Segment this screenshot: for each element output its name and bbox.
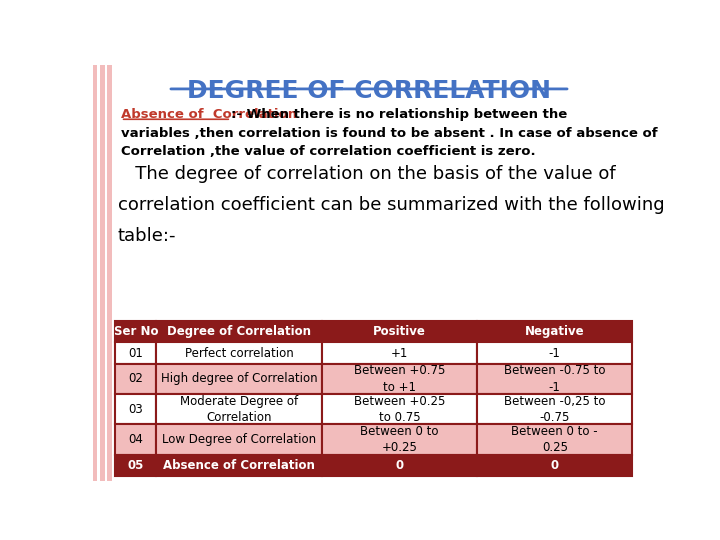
- Text: Between 0 to -
0.25: Between 0 to - 0.25: [511, 425, 598, 454]
- FancyBboxPatch shape: [477, 455, 632, 476]
- FancyBboxPatch shape: [115, 455, 156, 476]
- Text: 02: 02: [128, 373, 143, 386]
- Text: Between +0.25
to 0.75: Between +0.25 to 0.75: [354, 395, 445, 424]
- Text: High degree of Correlation: High degree of Correlation: [161, 373, 318, 386]
- Text: Perfect correlation: Perfect correlation: [185, 347, 294, 360]
- FancyBboxPatch shape: [156, 321, 322, 342]
- Text: Absence of Correlation: Absence of Correlation: [163, 459, 315, 472]
- FancyBboxPatch shape: [477, 394, 632, 424]
- FancyBboxPatch shape: [107, 65, 112, 481]
- Text: Degree of Correlation: Degree of Correlation: [167, 325, 311, 338]
- FancyBboxPatch shape: [322, 394, 477, 424]
- FancyBboxPatch shape: [156, 394, 322, 424]
- Text: -1: -1: [549, 347, 561, 360]
- Text: 0: 0: [551, 459, 559, 472]
- FancyBboxPatch shape: [322, 455, 477, 476]
- Text: Absence of  Correlation: Absence of Correlation: [121, 109, 302, 122]
- Text: variables ,then correlation is found to be absent . In case of absence of: variables ,then correlation is found to …: [121, 127, 657, 140]
- FancyBboxPatch shape: [322, 424, 477, 455]
- Text: 05: 05: [127, 459, 144, 472]
- FancyBboxPatch shape: [477, 321, 632, 342]
- Text: Moderate Degree of
Correlation: Moderate Degree of Correlation: [180, 395, 298, 424]
- FancyBboxPatch shape: [115, 394, 156, 424]
- Text: Negative: Negative: [525, 325, 585, 338]
- Text: Low Degree of Correlation: Low Degree of Correlation: [162, 433, 316, 446]
- FancyBboxPatch shape: [115, 424, 156, 455]
- Text: :- When there is no relationship between the: :- When there is no relationship between…: [231, 109, 567, 122]
- FancyBboxPatch shape: [93, 65, 97, 481]
- FancyBboxPatch shape: [322, 321, 477, 342]
- FancyBboxPatch shape: [156, 455, 322, 476]
- Text: table:-: table:-: [118, 227, 176, 245]
- FancyBboxPatch shape: [156, 342, 322, 364]
- Text: Between 0 to
+0.25: Between 0 to +0.25: [360, 425, 439, 454]
- Text: 04: 04: [128, 433, 143, 446]
- FancyBboxPatch shape: [100, 65, 104, 481]
- Text: 01: 01: [128, 347, 143, 360]
- Text: Between -0,25 to
-0.75: Between -0,25 to -0.75: [504, 395, 606, 424]
- FancyBboxPatch shape: [115, 364, 156, 394]
- Text: correlation coefficient can be summarized with the following: correlation coefficient can be summarize…: [118, 196, 665, 214]
- Text: 03: 03: [128, 403, 143, 416]
- Text: DEGREE OF CORRELATION: DEGREE OF CORRELATION: [187, 79, 551, 103]
- Text: Between +0.75
to +1: Between +0.75 to +1: [354, 364, 445, 394]
- FancyBboxPatch shape: [156, 424, 322, 455]
- Text: 0: 0: [395, 459, 404, 472]
- FancyBboxPatch shape: [477, 424, 632, 455]
- Text: The degree of correlation on the basis of the value of: The degree of correlation on the basis o…: [118, 165, 616, 183]
- FancyBboxPatch shape: [115, 321, 156, 342]
- Text: Between -0.75 to
-1: Between -0.75 to -1: [504, 364, 606, 394]
- FancyBboxPatch shape: [322, 342, 477, 364]
- Text: +1: +1: [391, 347, 408, 360]
- FancyBboxPatch shape: [477, 342, 632, 364]
- Text: Positive: Positive: [373, 325, 426, 338]
- Text: Ser No: Ser No: [114, 325, 158, 338]
- FancyBboxPatch shape: [156, 364, 322, 394]
- FancyBboxPatch shape: [115, 342, 156, 364]
- Text: Correlation ,the value of correlation coefficient is zero.: Correlation ,the value of correlation co…: [121, 145, 535, 158]
- FancyBboxPatch shape: [322, 364, 477, 394]
- FancyBboxPatch shape: [477, 364, 632, 394]
